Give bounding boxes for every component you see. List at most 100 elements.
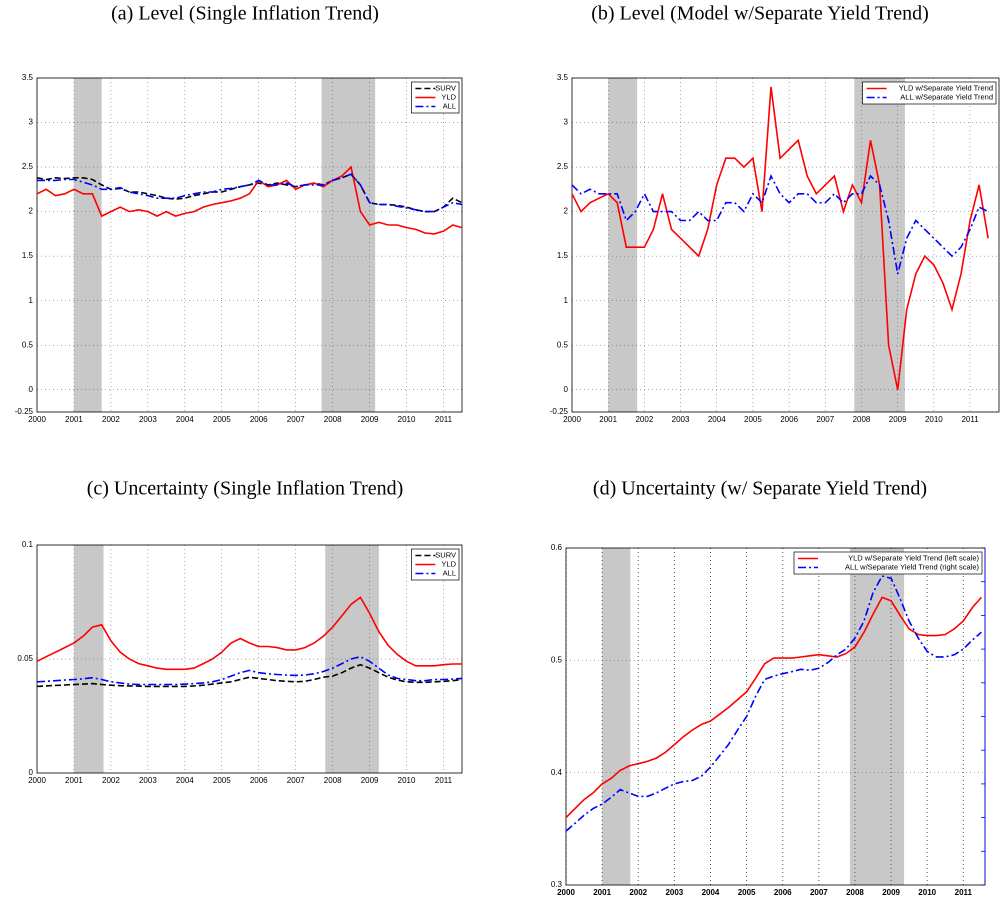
shaded-period — [321, 78, 376, 412]
x-tick-label: 2011 — [435, 415, 453, 424]
x-tick-label: 2009 — [361, 415, 379, 424]
x-tick-label: 2002 — [102, 776, 120, 785]
x-tick-label: 2000 — [28, 776, 46, 785]
x-tick-label: 2011 — [955, 888, 973, 897]
y-tick-label: 0.1 — [22, 540, 34, 549]
x-tick-label: 2007 — [810, 888, 828, 897]
y-tick-label: 2 — [29, 207, 34, 216]
y-tick-label: 0.5 — [557, 340, 569, 349]
x-tick-label: 2011 — [435, 776, 453, 785]
series-line — [36, 655, 463, 686]
series-line — [571, 86, 989, 390]
y-tick-label: 0 — [564, 385, 569, 394]
shaded-period — [73, 545, 104, 773]
series-line — [565, 596, 982, 819]
legend-label: ALL w/Separate Yield Trend (right scale) — [845, 562, 979, 571]
legend-label: SURV — [435, 83, 456, 92]
y-tick-label: 3 — [564, 118, 569, 127]
x-tick-label: 2001 — [593, 888, 611, 897]
y-tick-label: 0.5 — [22, 340, 34, 349]
plot-area — [37, 78, 462, 412]
y-tick-label: 3.5 — [557, 73, 569, 82]
x-tick-label: 2010 — [925, 415, 943, 424]
y-tick-label: 2 — [564, 207, 569, 216]
y-tick-label: 1 — [564, 296, 569, 305]
y-tick-label: 0.05 — [17, 654, 33, 663]
plot-frame — [571, 77, 1000, 413]
x-tick-label: 2007 — [816, 415, 834, 424]
x-tick-label: 2008 — [324, 415, 342, 424]
legend-label: YLD — [441, 92, 456, 101]
y-tick-label: -0.25 — [15, 407, 34, 416]
y-tick-label: 0.3 — [551, 880, 563, 889]
legend-label: SURV — [435, 550, 456, 559]
panel-title: (d) Uncertainty (w/ Separate Yield Trend… — [593, 478, 927, 500]
x-tick-label: 2009 — [361, 776, 379, 785]
x-tick-label: 2010 — [398, 415, 416, 424]
y-tick-label: 2.5 — [22, 162, 34, 171]
series-line — [37, 173, 463, 213]
x-tick-label: 2004 — [702, 888, 720, 897]
legend-label: ALL — [443, 101, 456, 110]
y-tick-label: 1.5 — [557, 251, 569, 260]
x-tick-label: 2005 — [738, 888, 756, 897]
panel-title: (b) Level (Model w/Separate Yield Trend) — [591, 3, 929, 25]
x-tick-label: 2007 — [287, 415, 305, 424]
panel-title: (c) Uncertainty (Single Inflation Trend) — [87, 478, 404, 500]
plot-frame — [36, 77, 463, 413]
x-tick-label: 2008 — [853, 415, 871, 424]
x-tick-label: 2004 — [708, 415, 726, 424]
series-line — [36, 596, 462, 671]
legend-label: YLD w/Separate Yield Trend (left scale) — [848, 553, 979, 562]
legend-box — [793, 551, 983, 575]
x-tick-label: 2009 — [882, 888, 900, 897]
x-tick-label: 2006 — [774, 888, 792, 897]
shaded-period — [602, 548, 631, 885]
x-tick-label: 2000 — [28, 415, 46, 424]
x-tick-label: 2007 — [287, 776, 305, 785]
plot-area — [566, 548, 985, 885]
y-tick-label: 1 — [29, 296, 34, 305]
x-tick-label: 2002 — [629, 888, 647, 897]
y-tick-label: 0 — [29, 385, 34, 394]
y-tick-label: -0.25 — [550, 407, 569, 416]
y-tick-label: 0.4 — [551, 768, 563, 777]
x-tick-label: 2006 — [250, 415, 268, 424]
shaded-period — [849, 548, 905, 885]
y-tick-label: 1.5 — [22, 251, 34, 260]
series-line — [565, 575, 982, 832]
x-tick-label: 2011 — [961, 415, 979, 424]
x-tick-label: 2001 — [65, 776, 83, 785]
x-tick-label: 2003 — [665, 888, 683, 897]
x-tick-label: 2009 — [889, 415, 907, 424]
shaded-period — [854, 78, 905, 412]
y-tick-label: 0 — [29, 768, 34, 777]
x-tick-label: 2000 — [557, 888, 575, 897]
shaded-period — [73, 78, 102, 412]
x-tick-label: 2005 — [213, 776, 231, 785]
panel-title: (a) Level (Single Inflation Trend) — [111, 3, 379, 25]
x-tick-label: 2006 — [780, 415, 798, 424]
series-line — [36, 165, 463, 235]
x-tick-label: 2004 — [176, 415, 194, 424]
x-tick-label: 2004 — [176, 776, 194, 785]
x-tick-label: 2005 — [213, 415, 231, 424]
plot-frame — [36, 544, 463, 774]
x-tick-label: 2003 — [139, 776, 157, 785]
x-tick-label: 2008 — [846, 888, 864, 897]
legend-label: ALL — [443, 568, 456, 577]
y-tick-label: 3 — [29, 118, 34, 127]
x-tick-label: 2003 — [672, 415, 690, 424]
legend-label: YLD — [441, 559, 456, 568]
x-tick-label: 2001 — [599, 415, 617, 424]
x-tick-label: 2001 — [65, 415, 83, 424]
x-tick-label: 2006 — [250, 776, 268, 785]
x-tick-label: 2000 — [563, 415, 581, 424]
y-tick-label: 3.5 — [22, 73, 34, 82]
legend-label: ALL w/Separate Yield Trend — [900, 92, 993, 101]
x-tick-label: 2003 — [139, 415, 157, 424]
x-tick-label: 2010 — [918, 888, 936, 897]
plot-area — [572, 78, 999, 412]
x-tick-label: 2010 — [398, 776, 416, 785]
